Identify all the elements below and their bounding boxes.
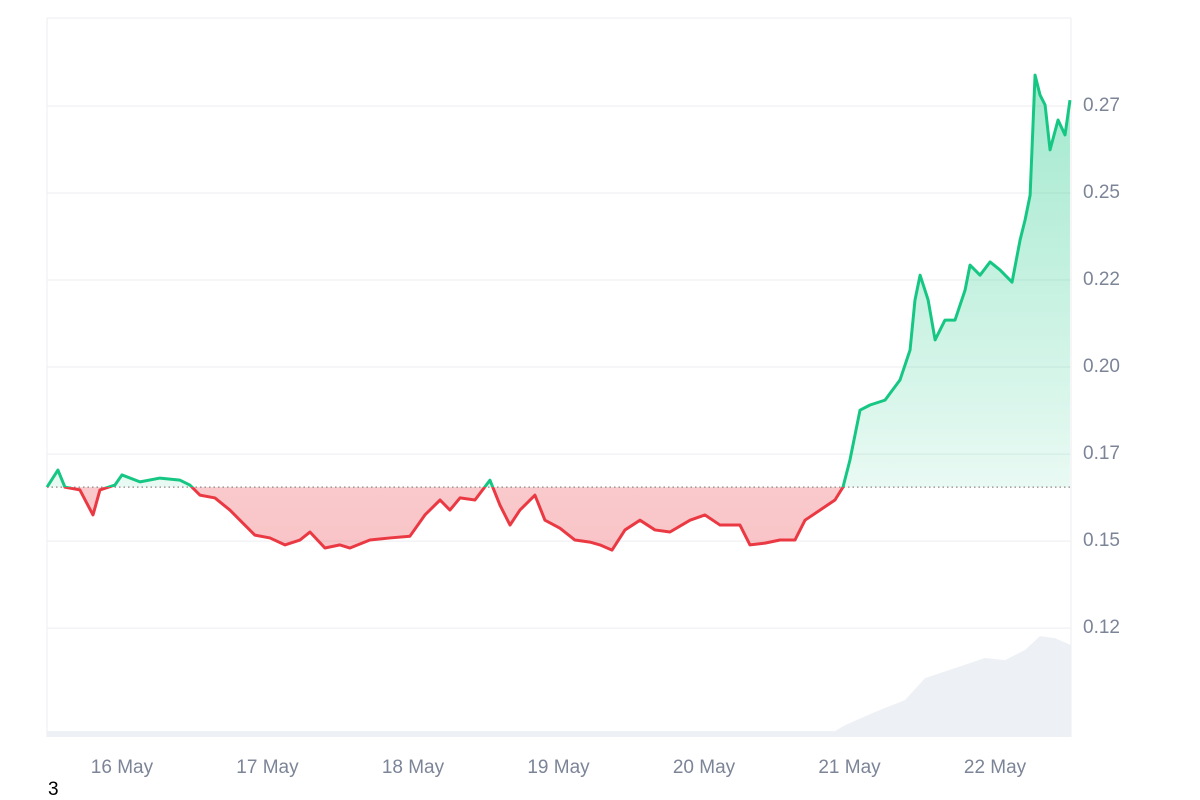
x-tick-label: 21 May: [818, 757, 881, 778]
x-tick-label: 17 May: [236, 757, 299, 778]
y-tick-label: 0.12: [1083, 617, 1120, 638]
volume-area: [47, 636, 1071, 737]
x-tick-label: 22 May: [964, 757, 1027, 778]
x-tick-label: 18 May: [382, 757, 445, 778]
area-down: [47, 487, 1070, 551]
y-tick-label: 0.22: [1083, 269, 1120, 290]
area-up: [47, 75, 1070, 488]
x-tick-label: 16 May: [91, 757, 154, 778]
y-tick-label: 0.15: [1083, 530, 1120, 551]
y-tick-label: 0.20: [1083, 356, 1120, 377]
footnote: 3: [48, 779, 59, 800]
x-tick-label: 19 May: [527, 757, 590, 778]
x-tick-label: 20 May: [673, 757, 736, 778]
y-tick-label: 0.17: [1083, 443, 1120, 464]
y-tick-label: 0.27: [1083, 95, 1120, 116]
y-tick-label: 0.25: [1083, 182, 1120, 203]
price-line-down: [46, 487, 845, 552]
price-line-up: [45, 73, 1072, 488]
